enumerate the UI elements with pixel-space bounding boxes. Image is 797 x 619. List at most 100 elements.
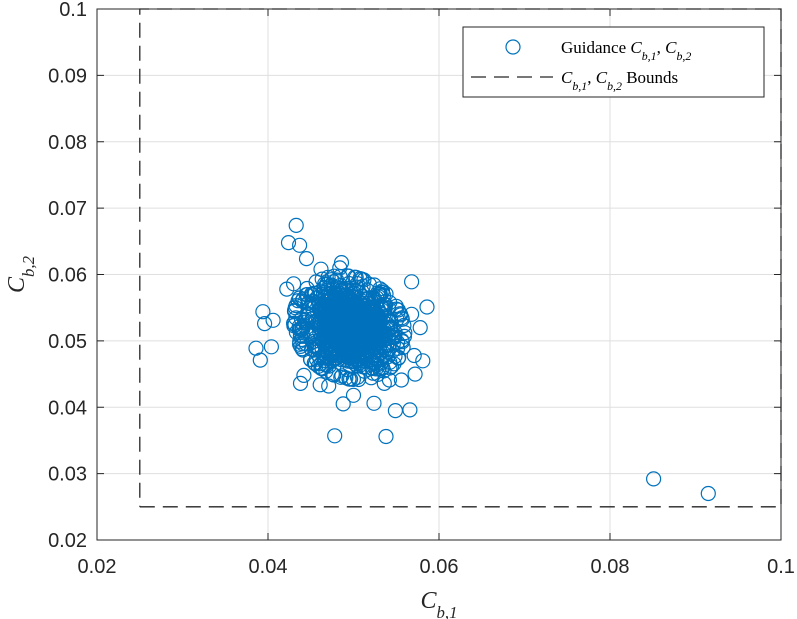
x-tick-label: 0.06 xyxy=(420,556,459,578)
scatter-point xyxy=(257,316,273,332)
scatter-point xyxy=(407,366,423,382)
scatter-point xyxy=(252,352,268,368)
legend-label-scatter: Guidance Cb,1, Cb,2 xyxy=(561,38,691,63)
scatter-series xyxy=(248,217,716,502)
scatter-point xyxy=(353,288,370,304)
scatter-point xyxy=(321,378,337,394)
scatter-point xyxy=(343,297,360,313)
axis-ticks: 0.02 0.04 0.06 0.08 0.1 0.02 0.03 0.04 0.05 0.06 0… xyxy=(48,0,795,578)
scatter-point xyxy=(338,370,354,386)
scatter-point xyxy=(315,284,332,301)
scatter-point xyxy=(345,293,361,310)
scatter-point xyxy=(265,312,281,328)
y-tick-label: 0.08 xyxy=(48,132,87,154)
scatter-point xyxy=(645,471,662,487)
scatter-point xyxy=(353,312,369,328)
scatter-point xyxy=(313,261,329,277)
scatter-point xyxy=(402,402,418,418)
scatter-point xyxy=(388,298,404,314)
scatter-point xyxy=(359,282,375,298)
scatter-point xyxy=(255,304,271,320)
scatter-point xyxy=(380,349,396,365)
y-tick-label: 0.09 xyxy=(48,65,87,87)
scatter-point xyxy=(288,310,304,326)
scatter-point xyxy=(333,327,349,343)
scatter-point xyxy=(295,342,311,358)
scatter-point xyxy=(318,276,334,293)
scatter-point xyxy=(371,345,387,361)
scatter-point xyxy=(263,339,279,355)
scatter-point xyxy=(404,306,420,322)
scatter-point xyxy=(347,356,363,372)
y-tick-label: 0.05 xyxy=(48,331,87,353)
scatter-point xyxy=(345,371,361,387)
scatter-point xyxy=(394,334,410,350)
scatter-point xyxy=(387,403,403,419)
scatter-point xyxy=(312,377,328,393)
scatter-point xyxy=(304,341,320,357)
scatter-point xyxy=(700,485,716,502)
scatter-point xyxy=(332,260,348,276)
y-tick-label: 0.04 xyxy=(48,397,87,419)
scatter-point xyxy=(347,310,363,327)
x-tick-label: 0.1 xyxy=(767,556,795,578)
scatter-point xyxy=(379,344,395,360)
x-axis-label: Cb,1 xyxy=(421,588,458,619)
scatter-point xyxy=(354,271,370,287)
scatter-point xyxy=(347,329,363,345)
scatter-point xyxy=(383,321,399,337)
scatter-point xyxy=(327,322,343,338)
scatter-point xyxy=(296,367,312,383)
legend-marker-scatter xyxy=(505,39,521,55)
y-tick-label: 0.1 xyxy=(59,0,87,21)
y-tick-label: 0.07 xyxy=(48,198,87,220)
scatter-point xyxy=(330,324,346,340)
scatter-point xyxy=(329,346,345,362)
scatter-point xyxy=(343,348,359,364)
scatter-point xyxy=(334,368,350,384)
scatter-point xyxy=(349,279,365,295)
scatter-point xyxy=(372,305,388,321)
scatter-point xyxy=(333,369,349,385)
y-tick-label: 0.02 xyxy=(48,530,87,552)
scatter-point xyxy=(349,296,365,312)
x-axis-label-text: Cb,1 xyxy=(421,588,458,619)
scatter-point xyxy=(351,371,367,388)
y-tick-label: 0.06 xyxy=(48,265,87,287)
scatter-point xyxy=(355,278,371,294)
scatter-point xyxy=(292,290,308,306)
scatter-point xyxy=(311,298,327,314)
scatter-point xyxy=(294,341,310,357)
y-axis-label-text: Cb,2 xyxy=(4,255,38,293)
scatter-point xyxy=(292,333,308,349)
scatter-point xyxy=(280,235,297,251)
scatter-point xyxy=(358,336,374,352)
x-tick-label: 0.02 xyxy=(78,556,117,578)
scatter-point xyxy=(302,351,319,367)
y-axis-label: Cb,2 xyxy=(4,255,38,293)
scatter-point xyxy=(313,300,329,316)
scatter-point xyxy=(335,396,351,412)
scatter-point xyxy=(352,321,369,337)
scatter-point xyxy=(345,387,362,403)
scatter-point xyxy=(395,339,411,355)
scatter-point xyxy=(370,288,386,305)
scatter-point xyxy=(314,361,330,377)
x-tick-label: 0.08 xyxy=(591,556,630,578)
legend: Guidance Cb,1, Cb,2 Cb,1, Cb,2 Bounds xyxy=(462,26,765,98)
legend-box xyxy=(462,26,765,98)
scatter-point xyxy=(387,330,403,346)
scatter-point xyxy=(412,320,428,336)
y-tick-label: 0.03 xyxy=(48,464,87,486)
scatter-point xyxy=(287,317,303,333)
scatter-point xyxy=(390,334,406,350)
scatter-point xyxy=(363,310,379,326)
scatter-point xyxy=(376,375,392,391)
scatter-point xyxy=(366,395,382,411)
scatter-point xyxy=(298,251,315,267)
scatter-point xyxy=(330,280,346,296)
scatter-point xyxy=(340,332,356,348)
legend-label-bounds: Cb,1, Cb,2 Bounds xyxy=(561,68,678,93)
scatter-point xyxy=(404,274,420,290)
